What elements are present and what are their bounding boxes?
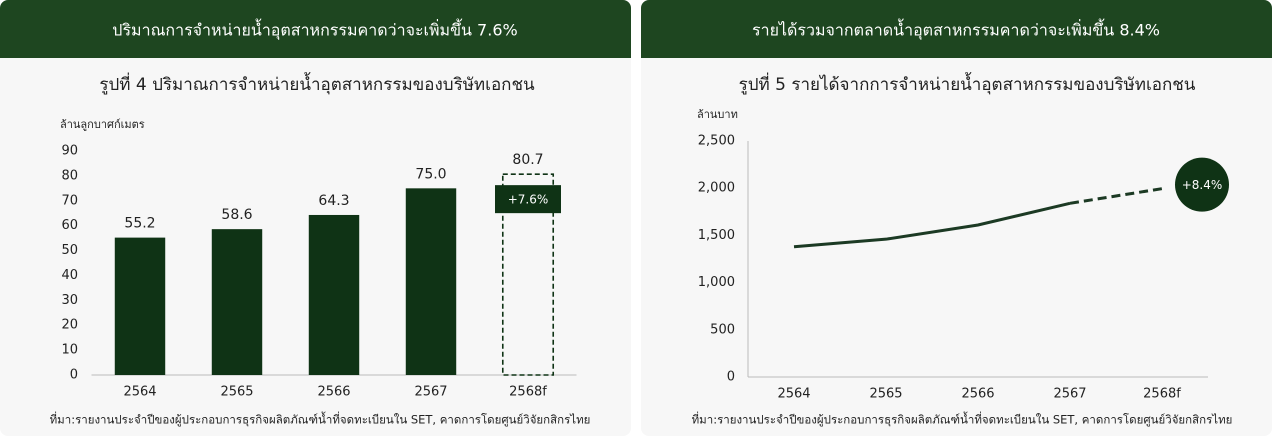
line xyxy=(793,201,1071,249)
y-tick-label: 70 xyxy=(61,193,78,208)
annotation: +7.6% xyxy=(508,193,549,207)
y-tick-label: 40 xyxy=(61,268,78,283)
header: ปริมาณการจำหน่ายน้ำอุตสาหกรรมคาดว่าจะเพิ… xyxy=(112,19,517,41)
y-tick-label: 10 xyxy=(61,343,78,358)
header: รายได้รวมจากตลาดน้ำอุตสาหกรรมคาดว่าจะเพิ… xyxy=(752,19,1160,41)
bar-forecast xyxy=(501,173,555,376)
y-axis-label: ล้านลูกบาศก์เมตร xyxy=(60,118,145,131)
panel-right: รายได้รวมจากตลาดน้ำอุตสาหกรรมคาดว่าจะเพิ… xyxy=(641,0,1272,436)
bar xyxy=(308,214,360,375)
chart-title: รูปที่ 5 รายได้จากการจำหน่ายน้ำอุตสาหกรร… xyxy=(739,72,1196,95)
y-tick-label: 2,000 xyxy=(698,181,735,196)
y-tick-label: 1,500 xyxy=(698,228,735,243)
y-tick-label: 50 xyxy=(61,243,78,258)
chart-title: รูปที่ 4 ปริมาณการจำหน่ายน้ำอุตสาหกรรมขอ… xyxy=(99,72,535,95)
y-tick-label: 0 xyxy=(70,368,78,383)
y-tick-label: 500 xyxy=(710,322,735,337)
annotation: +8.4% xyxy=(1182,178,1223,192)
value-label: 55.2 xyxy=(124,216,155,232)
line-forecast xyxy=(1069,187,1163,205)
annotation-box xyxy=(495,185,561,214)
y-tick-label: 30 xyxy=(61,293,78,308)
x-tick-label: 2565 xyxy=(869,387,902,402)
source: ที่มา:รายงานประจำปีของผู้ประกอบการธุรกิจ… xyxy=(50,412,591,427)
x-tick-label: 2568f xyxy=(1143,387,1181,402)
panel-bg xyxy=(641,0,1272,436)
annotation-circle xyxy=(1175,157,1229,212)
x-tick-label: 2568f xyxy=(509,385,547,400)
bar xyxy=(114,237,166,375)
value-label: 75.0 xyxy=(415,166,446,182)
value-label: 64.3 xyxy=(318,193,349,209)
value-label: 80.7 xyxy=(512,152,543,168)
x-tick-label: 2566 xyxy=(317,385,350,400)
panel-header xyxy=(641,0,1272,58)
x-tick-label: 2564 xyxy=(777,387,810,402)
bar xyxy=(405,188,457,375)
x-tick-label: 2567 xyxy=(1053,387,1086,402)
y-tick-label: 80 xyxy=(61,168,78,183)
bar xyxy=(211,229,263,375)
panel-header xyxy=(0,0,631,58)
y-tick-label: 1,000 xyxy=(698,275,735,290)
y-tick-label: 2,500 xyxy=(698,134,735,149)
y-tick-label: 60 xyxy=(61,218,78,233)
x-tick-label: 2567 xyxy=(414,385,447,400)
x-tick-label: 2564 xyxy=(123,385,156,400)
y-tick-label: 20 xyxy=(61,318,78,333)
source: ที่มา:รายงานประจำปีของผู้ประกอบการธุรกิจ… xyxy=(692,412,1233,427)
x-tick-label: 2565 xyxy=(220,385,253,400)
y-tick-label: 90 xyxy=(61,144,78,159)
y-tick-label: 0 xyxy=(727,370,735,385)
y-axis-label: ล้านบาท xyxy=(697,108,738,121)
value-label: 58.6 xyxy=(221,207,252,223)
x-tick-label: 2566 xyxy=(961,387,994,402)
